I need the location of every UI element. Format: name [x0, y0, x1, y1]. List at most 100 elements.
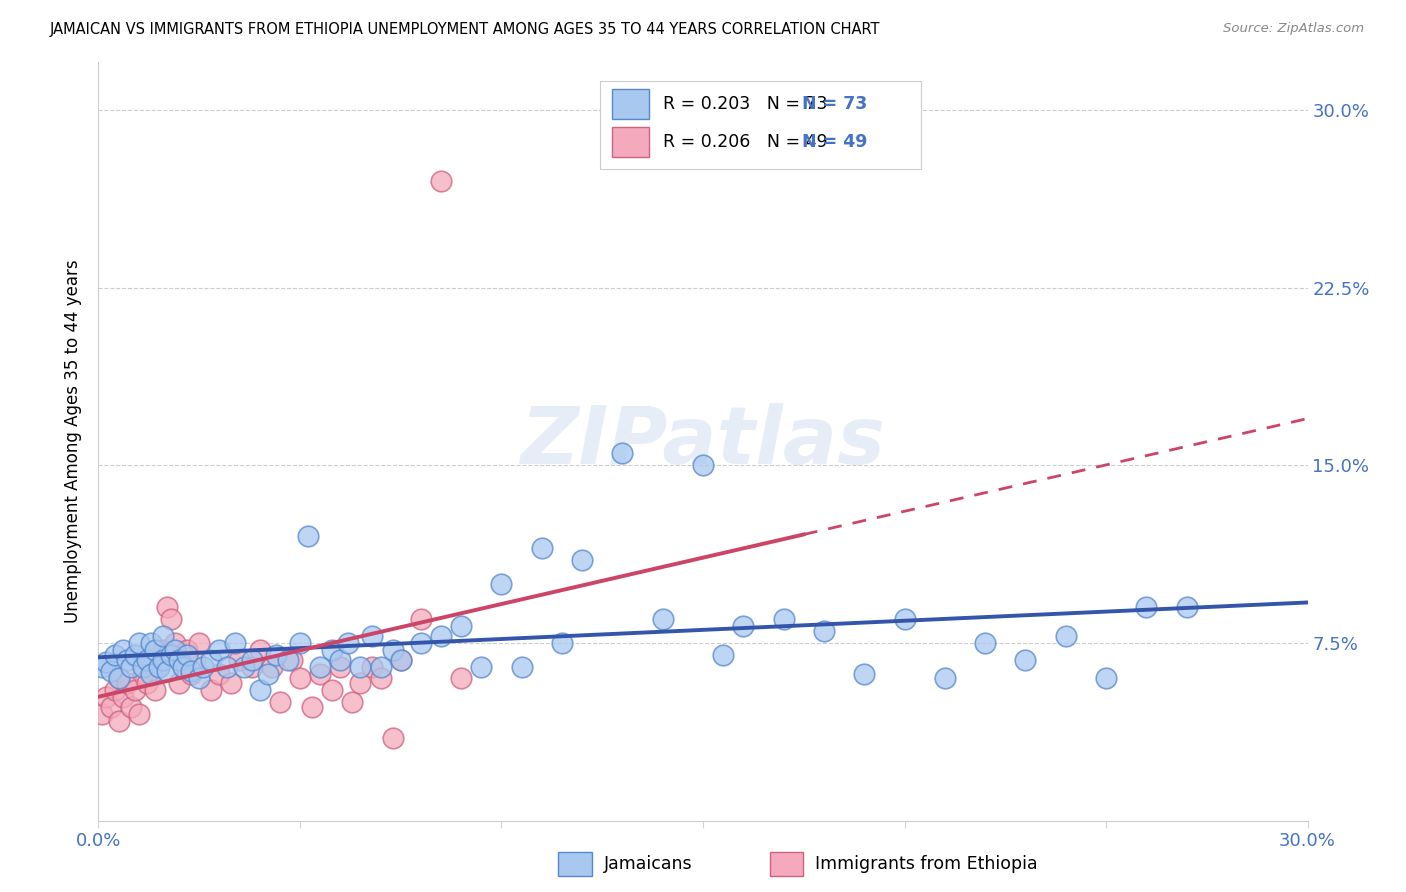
Point: [200, 683, 222, 698]
Point: [156, 600, 179, 615]
Point: [139, 652, 162, 666]
Point: [321, 683, 343, 698]
Text: Source: ZipAtlas.com: Source: ZipAtlas.com: [1223, 22, 1364, 36]
Point: [381, 643, 404, 657]
Point: [389, 652, 412, 666]
Text: Jamaicans: Jamaicans: [603, 855, 693, 873]
Point: [491, 576, 513, 591]
Point: [277, 652, 299, 666]
Point: [143, 683, 166, 698]
Point: [160, 648, 183, 662]
Point: [188, 636, 211, 650]
Point: [96, 690, 118, 705]
Point: [120, 659, 142, 673]
Point: [100, 699, 122, 714]
Point: [269, 695, 291, 709]
Point: [228, 652, 250, 666]
Point: [172, 659, 194, 673]
Point: [1175, 600, 1198, 615]
Point: [91, 659, 114, 673]
Point: [297, 529, 319, 543]
Point: [1095, 672, 1118, 686]
Point: [180, 666, 202, 681]
Point: [163, 643, 186, 657]
Bar: [769, 852, 803, 876]
Point: [232, 659, 254, 673]
Point: [329, 652, 352, 666]
Point: [111, 690, 134, 705]
Point: [381, 731, 404, 745]
Point: [208, 643, 231, 657]
Point: [143, 643, 166, 657]
Point: [934, 672, 956, 686]
Point: [167, 652, 190, 666]
Point: [91, 706, 114, 721]
Point: [208, 666, 231, 681]
Point: [148, 659, 170, 673]
Point: [893, 612, 915, 626]
Point: [193, 659, 215, 673]
Point: [107, 672, 129, 686]
Point: [124, 683, 146, 698]
Point: [772, 612, 794, 626]
Point: [172, 659, 194, 673]
Bar: [613, 127, 648, 157]
Point: [240, 659, 263, 673]
Point: [430, 629, 453, 643]
Point: [103, 683, 125, 698]
Point: [152, 643, 174, 657]
Point: [152, 652, 174, 666]
Point: [184, 652, 207, 666]
Point: [288, 672, 311, 686]
Point: [120, 699, 142, 714]
Point: [160, 612, 183, 626]
Point: [139, 666, 162, 681]
Point: [96, 655, 118, 669]
Point: [530, 541, 553, 556]
Point: [135, 676, 157, 690]
Point: [1135, 600, 1157, 615]
Point: [176, 643, 198, 657]
Y-axis label: Unemployment Among Ages 35 to 44 years: Unemployment Among Ages 35 to 44 years: [65, 260, 83, 624]
Point: [430, 174, 453, 188]
Point: [692, 458, 714, 473]
Point: [256, 666, 278, 681]
Point: [260, 659, 283, 673]
Point: [111, 643, 134, 657]
Text: ZIPatlas: ZIPatlas: [520, 402, 886, 481]
Point: [470, 659, 492, 673]
Point: [156, 665, 179, 679]
Point: [128, 706, 150, 721]
Text: R = 0.203   N = 73: R = 0.203 N = 73: [664, 95, 828, 113]
Point: [100, 665, 122, 679]
Point: [571, 553, 593, 567]
Point: [224, 636, 246, 650]
Point: [221, 676, 243, 690]
Point: [1054, 629, 1077, 643]
Point: [361, 629, 384, 643]
Point: [107, 714, 129, 728]
Point: [813, 624, 835, 639]
Point: [288, 636, 311, 650]
FancyBboxPatch shape: [600, 81, 921, 169]
Point: [733, 619, 755, 633]
Point: [349, 676, 371, 690]
Point: [301, 699, 323, 714]
Point: [103, 648, 125, 662]
Point: [115, 676, 138, 690]
Bar: [558, 852, 592, 876]
Point: [389, 652, 412, 666]
Point: [180, 665, 202, 679]
Point: [321, 643, 343, 657]
Point: [167, 676, 190, 690]
Point: [309, 659, 332, 673]
Point: [711, 648, 734, 662]
Point: [337, 636, 360, 650]
Point: [217, 659, 239, 673]
Point: [361, 659, 384, 673]
Point: [450, 619, 472, 633]
Point: [163, 636, 186, 650]
Point: [176, 648, 198, 662]
Point: [1014, 652, 1036, 666]
Point: [128, 636, 150, 650]
